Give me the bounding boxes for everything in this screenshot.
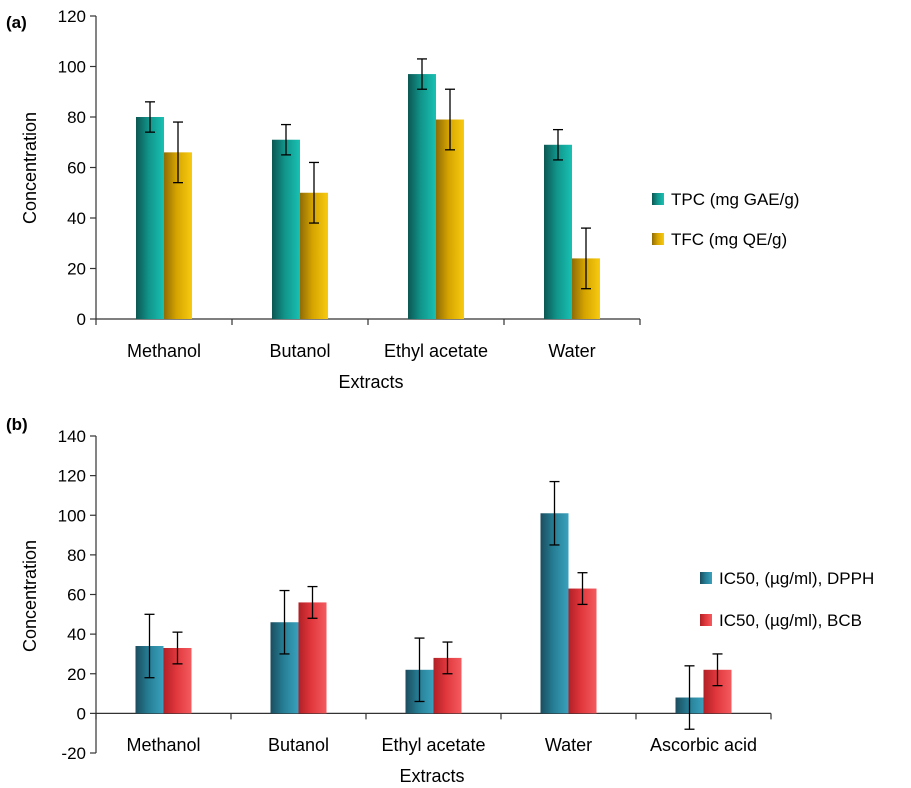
x-axis-title-b: Extracts: [399, 766, 464, 786]
x-tick-label: Ethyl acetate: [381, 735, 485, 755]
legend-label-tpc: TPC (mg GAE/g): [671, 190, 799, 209]
y-tick-label: 20: [67, 665, 86, 684]
legend-label-tfc: TFC (mg QE/g): [671, 230, 787, 249]
panel-label-a: (a): [6, 13, 27, 32]
bar-tpc: [272, 139, 300, 319]
legend-swatch-dpph: [700, 572, 712, 584]
y-tick-label: 60: [67, 159, 86, 178]
y-tick-label: 20: [67, 260, 86, 279]
y-tick-label: 60: [67, 586, 86, 605]
plot-area-b: -20 0 20 40 60 80 100 120 140 Methanol Butanol Ethy…: [58, 427, 772, 763]
y-tick-label: 100: [58, 506, 86, 525]
y-tick-label: 40: [67, 625, 86, 644]
bar-bcb: [298, 602, 327, 714]
chart-panel-a: (a) Concentration Extracts 0 20 40 60 80 100 1…: [6, 7, 799, 392]
x-tick-label: Methanol: [126, 735, 200, 755]
bar-tpc: [136, 117, 164, 319]
y-tick-label: -20: [61, 744, 86, 763]
bar-tpc: [408, 74, 436, 319]
y-tick-label: 0: [77, 310, 86, 329]
legend-a: TPC (mg GAE/g) TFC (mg QE/g): [652, 190, 799, 249]
y-tick-label: 40: [67, 209, 86, 228]
chart-panel-b: (b) Concentration Extracts -20 0 20 40 60 80 1…: [6, 415, 874, 786]
x-tick-label: Water: [548, 341, 595, 361]
y-tick-label: 80: [67, 546, 86, 565]
legend-b: IC50, (µg/ml), DPPH IC50, (µg/ml), BCB: [700, 569, 874, 630]
legend-label-bcb: IC50, (µg/ml), BCB: [719, 611, 862, 630]
x-tick-label: Water: [545, 735, 592, 755]
y-axis-title-a: Concentration: [20, 112, 40, 224]
panel-label-b: (b): [6, 415, 28, 434]
legend-swatch-tpc: [652, 193, 664, 205]
x-tick-label: Butanol: [268, 735, 329, 755]
legend-label-dpph: IC50, (µg/ml), DPPH: [719, 569, 874, 588]
y-axis-title-b: Concentration: [20, 540, 40, 652]
legend-swatch-tfc: [652, 233, 664, 245]
y-tick-label: 120: [58, 467, 86, 486]
y-tick-label: 100: [58, 58, 86, 77]
bar-tfc: [436, 119, 464, 320]
x-tick-label: Methanol: [127, 341, 201, 361]
bar-dpph: [540, 513, 569, 714]
x-tick-label: Ethyl acetate: [384, 341, 488, 361]
y-tick-label: 140: [58, 427, 86, 446]
plot-area-a: 0 20 40 60 80 100 120 Methanol Butanol Ethyl acet…: [58, 7, 641, 361]
legend-swatch-bcb: [700, 614, 712, 626]
y-tick-label: 120: [58, 7, 86, 26]
x-axis-title-a: Extracts: [338, 372, 403, 392]
y-tick-label: 80: [67, 108, 86, 127]
y-tick-label: 0: [77, 704, 86, 723]
x-tick-label: Ascorbic acid: [650, 735, 757, 755]
bar-tpc: [544, 144, 572, 319]
x-tick-label: Butanol: [269, 341, 330, 361]
bar-bcb: [568, 588, 597, 714]
